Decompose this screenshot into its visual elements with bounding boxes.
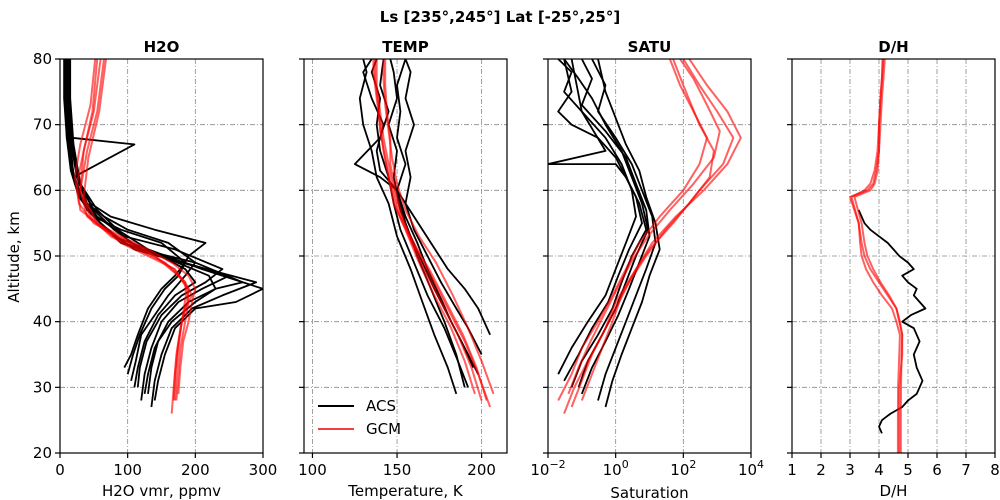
- x-tick-label-base: 10: [603, 461, 622, 479]
- acs-profile-line: [68, 59, 244, 395]
- x-tick-label: 0: [55, 461, 65, 479]
- y-tick-label: 80: [33, 50, 52, 68]
- panel-title: TEMP: [382, 38, 428, 56]
- series-group: [63, 59, 263, 414]
- acs-profile-line: [857, 209, 927, 434]
- acs-profile-line: [580, 59, 651, 395]
- x-tick-label: 7: [961, 461, 971, 479]
- gcm-profile-line: [563, 59, 715, 414]
- panel-d-h: 1 2 3 4 5 6 7 8 D/H D/H: [787, 38, 1000, 500]
- y-tick-label: 70: [33, 116, 52, 134]
- acs-profile-line: [557, 59, 637, 375]
- x-tick-label: 200: [181, 461, 210, 479]
- acs-profile-line: [69, 59, 263, 401]
- x-tick-label-base: 5: [903, 461, 913, 479]
- acs-profile-line: [65, 59, 207, 375]
- y-tick-label: 20: [33, 444, 52, 462]
- x-tick-label-exponent: 4: [757, 458, 764, 471]
- gcm-profile-line: [73, 59, 187, 401]
- x-tick-label: 10−2: [530, 458, 565, 479]
- x-tick-label-base: 100: [113, 461, 142, 479]
- legend-label-acs: ACS: [366, 397, 396, 415]
- gcm-profile-line: [853, 59, 904, 453]
- x-tick-label: 150: [383, 461, 412, 479]
- x-tick-label-base: 300: [249, 461, 278, 479]
- gcm-profile-line: [850, 59, 901, 453]
- x-tick-label: 5: [903, 461, 913, 479]
- x-tick-label-base: 6: [932, 461, 942, 479]
- y-axis-label: Altitude, km: [5, 211, 23, 302]
- acs-profile-line: [353, 59, 491, 336]
- acs-profile-line: [404, 59, 483, 355]
- x-tick-label-base: 200: [467, 461, 496, 479]
- acs-profile-line: [63, 59, 187, 369]
- gcm-profile-line: [82, 59, 197, 394]
- x-tick-label: 3: [845, 461, 855, 479]
- x-axis-label: D/H: [880, 482, 908, 500]
- panel-title: H2O: [144, 38, 180, 56]
- series-group: [353, 59, 495, 408]
- x-tick-label: 104: [738, 458, 764, 479]
- acs-profile-line: [67, 59, 197, 382]
- x-axis-label: H2O vmr, ppmv: [102, 482, 221, 500]
- x-tick-label-base: 150: [383, 461, 412, 479]
- x-tick-label-exponent: 2: [689, 458, 696, 471]
- x-tick-label-base: 8: [990, 461, 1000, 479]
- x-tick-label-base: 10: [670, 461, 689, 479]
- acs-profile-line: [65, 59, 258, 408]
- gcm-profile-line: [567, 59, 721, 395]
- x-tick-label-base: 10: [530, 461, 549, 479]
- x-tick-label: 100: [298, 461, 327, 479]
- x-tick-label: 100: [603, 458, 629, 479]
- x-tick-label: 300: [249, 461, 278, 479]
- x-tick-label-base: 200: [181, 461, 210, 479]
- gcm-profile-line: [75, 59, 190, 401]
- gcm-profile-line: [382, 59, 495, 395]
- gcm-profile-line: [372, 59, 476, 395]
- x-tick-label-base: 4: [874, 461, 884, 479]
- x-tick-label: 200: [467, 461, 496, 479]
- acs-profile-line: [548, 59, 643, 382]
- panel-title: SATU: [628, 38, 672, 56]
- y-tick-label: 50: [33, 247, 52, 265]
- x-tick-label-exponent: −2: [549, 458, 565, 471]
- x-tick-label-base: 10: [738, 461, 757, 479]
- x-tick-label-base: 0: [55, 461, 65, 479]
- x-tick-label-base: 3: [845, 461, 855, 479]
- y-tick-label: 30: [33, 378, 52, 396]
- x-tick-label: 8: [990, 461, 1000, 479]
- panel-title: D/H: [878, 38, 908, 56]
- gcm-profile-line: [384, 59, 488, 401]
- x-tick-label: 6: [932, 461, 942, 479]
- x-tick-label-base: 100: [298, 461, 327, 479]
- series-group: [548, 59, 742, 414]
- x-tick-label-base: 2: [816, 461, 826, 479]
- x-axis-label: Temperature, K: [347, 482, 464, 500]
- x-tick-label-exponent: 0: [622, 458, 629, 471]
- acs-profile-line: [557, 59, 648, 388]
- x-tick-label: 100: [113, 461, 142, 479]
- series-group: [849, 59, 927, 453]
- x-tick-label: 102: [670, 458, 696, 479]
- legend: ACS GCM: [318, 397, 401, 438]
- panel-h2o: 0 100 200 300 20 30 40 50 60 70 80 H2O H2O vmr, ppmv: [33, 38, 277, 500]
- acs-profile-line: [358, 59, 458, 395]
- x-tick-label-base: 7: [961, 461, 971, 479]
- x-tick-label: 2: [816, 461, 826, 479]
- x-tick-label-base: 1: [787, 461, 797, 479]
- y-tick-label: 60: [33, 181, 52, 199]
- x-axis-label: Saturation: [610, 484, 688, 500]
- acs-profile-line: [65, 59, 224, 388]
- gcm-profile-line: [580, 59, 742, 401]
- x-tick-label: 4: [874, 461, 884, 479]
- y-tick-label: 40: [33, 313, 52, 331]
- figure-suptitle: Ls [235°,245°] Lat [-25°,25°]: [380, 8, 620, 26]
- legend-label-gcm: GCM: [366, 420, 401, 438]
- panel-temp: 100 150 200 TEMP Temperature, K: [298, 38, 508, 500]
- x-tick-label: 1: [787, 461, 797, 479]
